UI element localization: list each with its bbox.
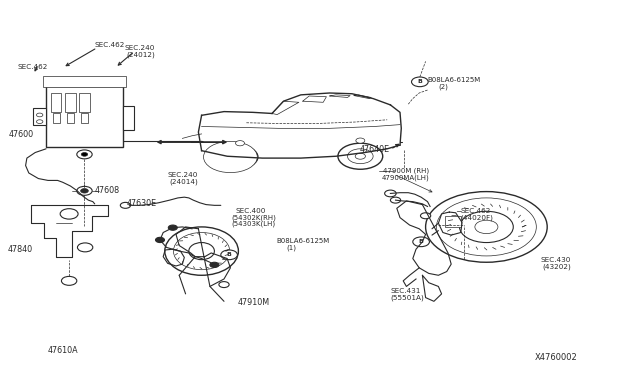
- Circle shape: [60, 209, 78, 219]
- Text: SEC.400: SEC.400: [236, 208, 266, 214]
- Circle shape: [77, 186, 92, 195]
- Text: SEC.462: SEC.462: [18, 64, 48, 70]
- Ellipse shape: [165, 227, 239, 275]
- Text: SEC.462: SEC.462: [95, 42, 125, 48]
- Bar: [81, 113, 88, 123]
- Bar: [65, 93, 76, 112]
- Text: 47630E: 47630E: [127, 199, 157, 208]
- Circle shape: [220, 146, 258, 168]
- Bar: [43, 76, 126, 87]
- Circle shape: [236, 141, 244, 146]
- Text: 47900MA(LH): 47900MA(LH): [381, 174, 429, 181]
- Circle shape: [385, 190, 396, 197]
- Circle shape: [420, 213, 431, 219]
- Circle shape: [36, 113, 43, 117]
- Text: 47600: 47600: [9, 130, 34, 139]
- Text: 47910M: 47910M: [238, 298, 270, 307]
- Text: (54302K(RH): (54302K(RH): [232, 214, 276, 221]
- Text: (54303K(LH): (54303K(LH): [232, 221, 276, 227]
- Bar: [53, 113, 60, 123]
- Circle shape: [221, 250, 237, 260]
- Text: (43202): (43202): [543, 263, 572, 270]
- Circle shape: [77, 150, 92, 159]
- Bar: [51, 93, 61, 112]
- Bar: [79, 93, 90, 112]
- Circle shape: [426, 192, 547, 262]
- Circle shape: [436, 198, 536, 256]
- Circle shape: [227, 150, 250, 164]
- Circle shape: [204, 141, 257, 173]
- Text: (55501A): (55501A): [390, 294, 424, 301]
- Text: (44020F): (44020F): [461, 214, 493, 221]
- Text: B08LA6-6125M: B08LA6-6125M: [428, 77, 481, 83]
- Circle shape: [413, 237, 429, 247]
- Text: 47840: 47840: [8, 245, 33, 254]
- Ellipse shape: [173, 232, 230, 270]
- Circle shape: [390, 197, 401, 203]
- Bar: [123, 106, 134, 130]
- Circle shape: [36, 120, 43, 124]
- Ellipse shape: [189, 243, 214, 260]
- Text: 47610A: 47610A: [48, 346, 79, 355]
- Circle shape: [210, 262, 219, 267]
- Text: SEC.240: SEC.240: [168, 172, 198, 178]
- Text: SEC.430: SEC.430: [541, 257, 571, 263]
- Circle shape: [81, 189, 88, 193]
- Circle shape: [156, 237, 164, 243]
- Text: 47640E: 47640E: [360, 145, 390, 154]
- Circle shape: [348, 149, 373, 164]
- Bar: [67, 113, 74, 123]
- Text: 47608: 47608: [95, 186, 120, 195]
- Text: B08LA6-6125M: B08LA6-6125M: [276, 238, 330, 244]
- Circle shape: [338, 143, 383, 169]
- Circle shape: [356, 138, 365, 143]
- Circle shape: [120, 202, 131, 208]
- Text: B: B: [419, 239, 424, 244]
- Text: 47900M (RH): 47900M (RH): [383, 168, 429, 174]
- Bar: [33, 108, 46, 125]
- Circle shape: [61, 276, 77, 285]
- Text: B: B: [417, 79, 422, 84]
- Text: B: B: [227, 252, 232, 257]
- Text: SEC.462: SEC.462: [461, 208, 491, 214]
- Bar: [445, 216, 461, 227]
- Text: SEC.240: SEC.240: [125, 45, 155, 51]
- Circle shape: [168, 225, 177, 230]
- Text: (24014): (24014): [170, 178, 198, 185]
- Circle shape: [460, 211, 513, 243]
- Text: SEC.431: SEC.431: [390, 288, 420, 294]
- Circle shape: [77, 243, 93, 252]
- Text: (1): (1): [287, 244, 297, 251]
- Text: X4760002: X4760002: [534, 353, 577, 362]
- Circle shape: [234, 154, 243, 160]
- Circle shape: [81, 153, 88, 156]
- Circle shape: [412, 77, 428, 87]
- Text: (24012): (24012): [127, 52, 156, 58]
- Circle shape: [475, 220, 498, 234]
- Text: (2): (2): [438, 83, 448, 90]
- Circle shape: [219, 282, 229, 288]
- Bar: [46, 86, 123, 147]
- Circle shape: [355, 153, 365, 159]
